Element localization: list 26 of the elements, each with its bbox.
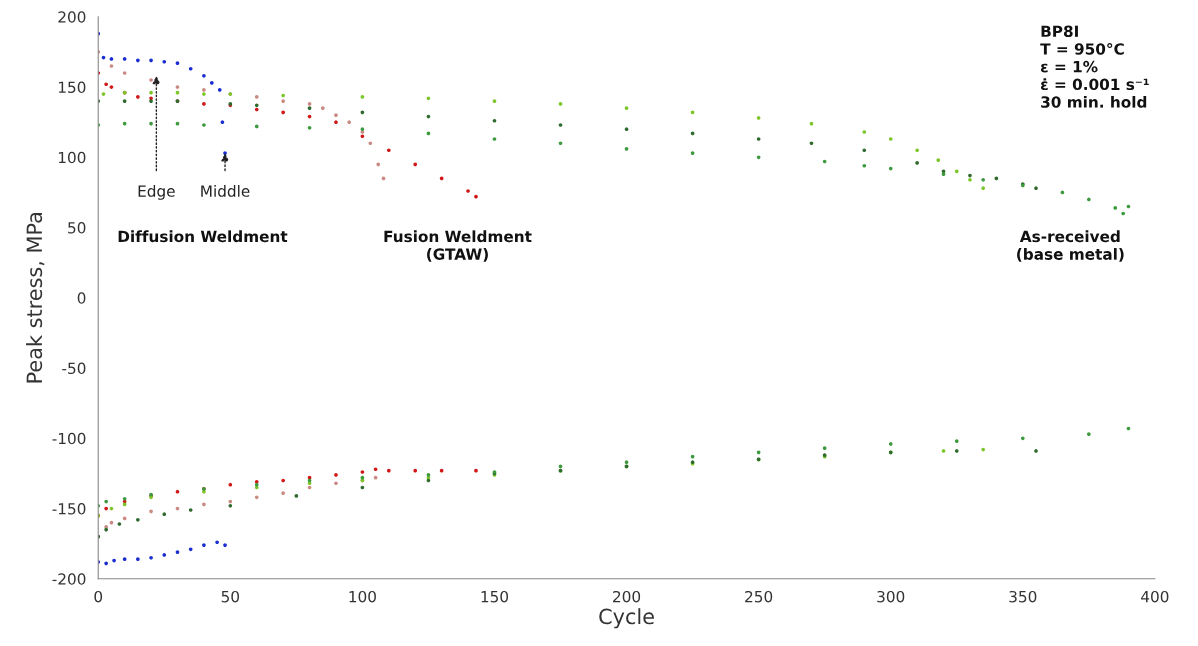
x-tick-label: 0	[94, 590, 103, 603]
y-tick-label: 0	[77, 292, 86, 304]
y-tick-label: -150	[52, 503, 86, 515]
y-tick-label: 50	[68, 222, 86, 234]
annotation: Edge	[138, 185, 175, 200]
x-tick-label: 350	[1009, 590, 1037, 603]
x-tick-label: 400	[1141, 590, 1169, 603]
x-tick-label: 300	[877, 590, 905, 603]
x-axis-title: Cycle	[599, 608, 654, 629]
annotation: Diffusion Weldment	[118, 230, 288, 243]
annotation: Fusion Weldment (GTAW)	[384, 230, 532, 262]
y-tick-label: -100	[52, 432, 86, 445]
x-tick-label: 200	[613, 590, 641, 603]
x-tick-label: 50	[221, 590, 240, 603]
y-tick-label: 100	[58, 151, 86, 164]
y-tick-label: -200	[52, 573, 86, 585]
annotation: As-received (base metal)	[1017, 230, 1124, 262]
y-tick-label: 150	[58, 81, 86, 94]
x-tick-label: 150	[481, 590, 509, 603]
annotation: Middle	[201, 185, 250, 197]
y-tick-label: 200	[58, 11, 86, 23]
y-tick-label: -50	[62, 362, 86, 375]
x-tick-label: 250	[745, 590, 773, 603]
y-axis-title: Peak stress, MPa	[26, 213, 45, 383]
x-tick-label: 100	[349, 590, 376, 603]
annotation: BP8I T = 950°C ε = 1% ε̇ = 0.001 s⁻¹ 30 min. hold	[1040, 25, 1149, 108]
